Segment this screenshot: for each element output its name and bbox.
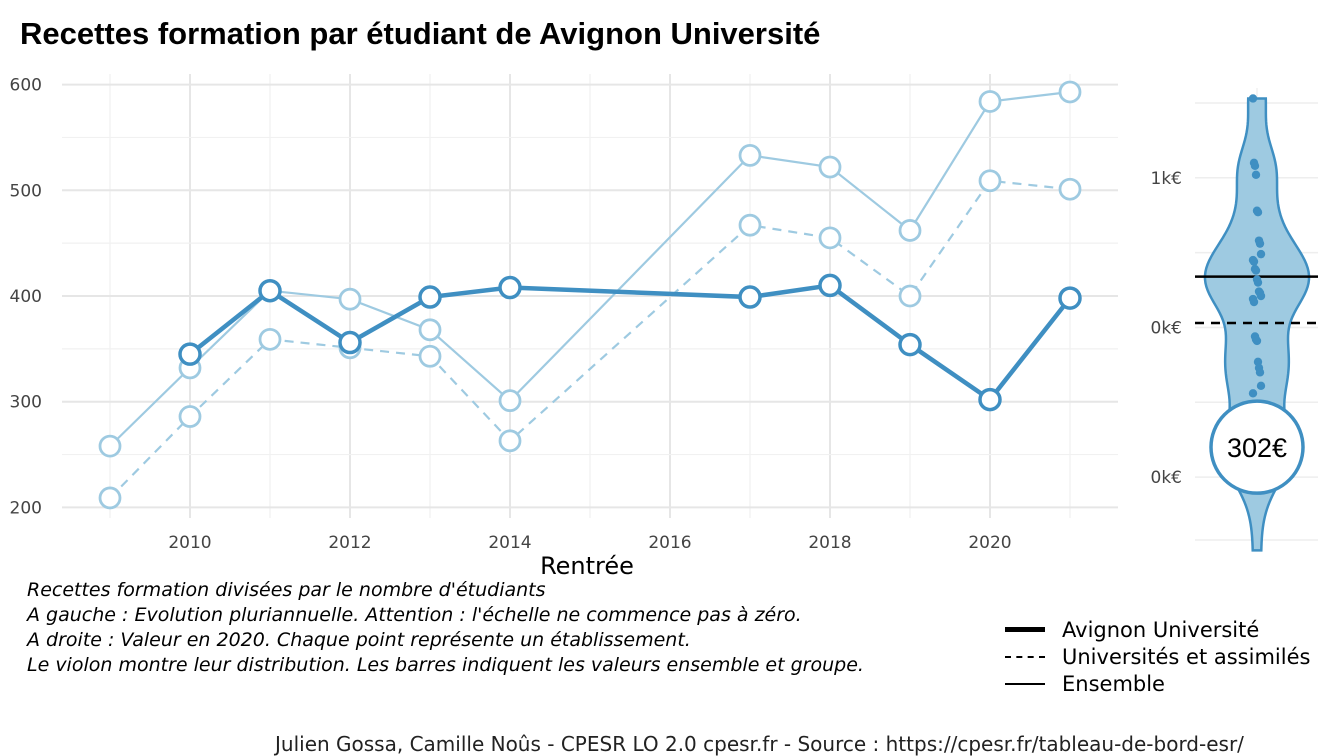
data-point xyxy=(418,318,442,342)
caption-line: A gauche : Evolution pluriannuelle. Atte… xyxy=(27,604,802,626)
chart-title: Recettes formation par étudiant de Avign… xyxy=(20,16,821,51)
data-point xyxy=(738,213,762,237)
violin-tick-label: 0k€ xyxy=(1151,318,1182,338)
institution-point xyxy=(1256,381,1266,391)
data-point xyxy=(738,143,762,167)
data-point xyxy=(978,387,1002,412)
y-tick-label: 500 xyxy=(10,181,42,201)
violin-plot: 302€ xyxy=(1195,94,1318,552)
caption: Recettes formation divisées par le nombr… xyxy=(27,578,864,678)
data-point xyxy=(178,405,202,428)
legend-item: Ensemble xyxy=(1005,670,1310,697)
institution-point xyxy=(1248,389,1258,398)
institution-point xyxy=(1253,278,1263,287)
data-point xyxy=(258,278,282,303)
data-point xyxy=(898,219,922,242)
y-tick-label: 600 xyxy=(10,76,42,96)
x-tick-label: 2020 xyxy=(968,533,1011,553)
x-axis-title: Rentrée xyxy=(540,552,634,580)
x-tick-label: 2018 xyxy=(808,533,851,553)
legend-label: Ensemble xyxy=(1062,671,1165,696)
value-label: 302€ xyxy=(1227,433,1287,463)
institution-point xyxy=(1251,170,1261,179)
institution-point xyxy=(1249,257,1259,266)
institution-point xyxy=(1256,291,1266,301)
institution-point xyxy=(1253,208,1263,217)
data-point xyxy=(1058,80,1082,104)
data-point xyxy=(418,285,442,309)
data-point xyxy=(898,284,922,308)
x-tick-label: 2016 xyxy=(648,533,691,553)
y-tick-label: 200 xyxy=(10,498,42,518)
institution-point xyxy=(1251,266,1261,275)
footer-credit: Julien Gossa, Camille Noûs - CPESR LO 2.… xyxy=(275,732,1244,756)
data-point xyxy=(1058,177,1082,201)
y-tick-label: 300 xyxy=(10,393,42,413)
institution-point xyxy=(1256,249,1266,259)
data-point xyxy=(258,327,282,351)
data-point xyxy=(978,90,1002,113)
legend-label: Universités et assimilés xyxy=(1062,644,1311,669)
x-tick-label: 2014 xyxy=(488,533,531,553)
data-point xyxy=(898,332,922,357)
legend-key-thin xyxy=(1005,682,1045,685)
caption-line: Recettes formation divisées par le nombr… xyxy=(27,579,546,601)
series-line xyxy=(188,283,1072,403)
institution-point xyxy=(1255,239,1265,248)
legend-item: Universités et assimilés xyxy=(1005,643,1310,670)
caption-line: A droite : Valeur en 2020. Chaque point … xyxy=(27,629,691,651)
institution-point xyxy=(1250,161,1260,171)
legend-item: Avignon Université xyxy=(1005,616,1310,643)
line-chart-grid xyxy=(62,74,1118,518)
data-point xyxy=(498,389,522,413)
data-point xyxy=(418,344,442,368)
legend: Avignon Université Universités et assimi… xyxy=(1005,616,1310,697)
institution-point xyxy=(1249,297,1259,307)
data-point xyxy=(818,273,842,298)
value-label-circle xyxy=(1209,399,1305,495)
data-point xyxy=(178,342,202,366)
x-tick-label: 2012 xyxy=(328,533,371,553)
data-point xyxy=(338,330,362,355)
data-point xyxy=(498,429,522,453)
data-point xyxy=(1058,286,1082,310)
institution-point xyxy=(1252,336,1262,346)
y-tick-label: 400 xyxy=(10,287,42,307)
legend-key-thick xyxy=(1005,627,1045,632)
institution-point xyxy=(1255,368,1265,377)
caption-line: Le violon montre leur distribution. Les … xyxy=(27,654,864,676)
data-point xyxy=(978,169,1002,193)
x-tick-label: 2010 xyxy=(168,533,211,553)
institution-point xyxy=(1248,94,1258,103)
legend-key-dashed xyxy=(1005,655,1045,658)
violin-tick-label: 1k€ xyxy=(1151,169,1182,189)
data-point xyxy=(818,155,842,179)
data-point xyxy=(98,434,122,458)
legend-label: Avignon Université xyxy=(1062,617,1260,642)
data-point xyxy=(818,226,842,250)
data-point xyxy=(738,285,762,309)
line-chart-series xyxy=(98,80,1082,510)
data-point xyxy=(98,486,122,510)
data-point xyxy=(338,287,362,311)
data-point xyxy=(498,275,522,300)
line-chart-axes: 2010 2012 2014 2016 2018 2020 200 300 400 500 600 xyxy=(10,76,1012,553)
violin-tick-label: 0k€ xyxy=(1151,468,1182,488)
